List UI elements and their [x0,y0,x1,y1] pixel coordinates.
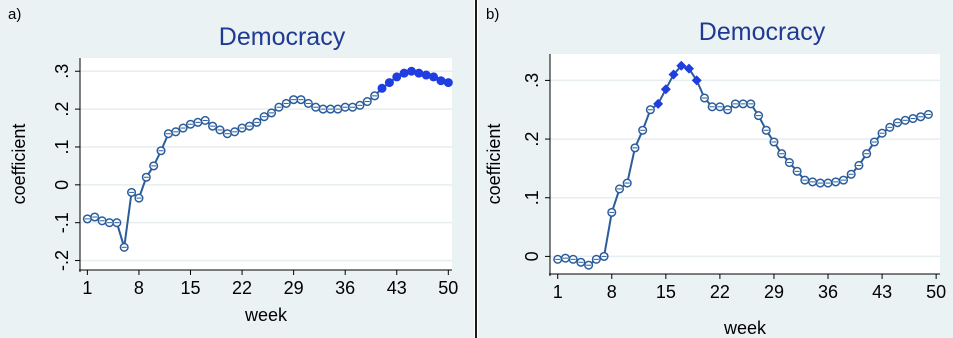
x-tick-label: 50 [438,278,458,298]
y-axis-title: coefficient [484,124,504,205]
highlighted-point [421,70,431,80]
y-tick-label: .3 [52,64,72,79]
x-tick-label: 22 [232,278,252,298]
y-tick-label: .2 [52,102,72,117]
y-tick-label: .3 [522,73,542,88]
plot-area [550,54,940,274]
panel-label-b: b) [486,6,500,23]
chart-panel-a: a) -.2 -.1 0 .1 .2 .3 1 8 15 22 29 36 43 50 week coeffi… [0,0,474,338]
y-tick-label: .2 [522,132,542,147]
democracy-chart-a: -.2 -.1 0 .1 .2 .3 1 8 15 22 29 36 43 50 week coefficie… [9,23,458,325]
x-tick-label: 8 [607,282,617,302]
y-tick-label: 0 [52,180,72,190]
y-axis-title: coefficient [9,124,29,205]
highlighted-point [436,76,446,86]
x-tick-label: 1 [82,278,92,298]
highlighted-point [429,72,439,82]
x-tick-label: 43 [387,278,407,298]
highlighted-point [668,69,679,80]
highlighted-point [684,63,695,74]
x-tick-label: 15 [656,282,676,302]
panel-divider [475,0,477,338]
plot-area [80,58,452,270]
democracy-chart-b: 0 .1 .2 .3 1 8 15 22 29 36 43 50 week coefficient Demo… [484,18,946,338]
highlighted-point [660,84,671,95]
x-tick-label: 29 [284,278,304,298]
highlighted-point [406,66,416,76]
y-tick-label: 0 [522,251,542,261]
x-tick-label: 36 [818,282,838,302]
highlighted-point [676,60,687,71]
x-tick-label: 8 [134,278,144,298]
panel-label-a: a) [8,6,22,23]
x-tick-label: 15 [180,278,200,298]
chart-panel-b: b) 0 .1 .2 .3 1 8 15 22 29 36 43 50 week coefficient D… [478,0,953,338]
x-axis-title: week [723,318,767,338]
y-tick-label: -.1 [52,212,72,233]
x-axis-title: week [244,305,288,325]
highlighted-point [384,78,394,88]
x-tick-label: 50 [926,282,946,302]
highlighted-point [443,78,453,88]
y-tick-label: .1 [522,190,542,205]
x-tick-label: 36 [335,278,355,298]
highlighted-point [414,68,424,78]
y-tick-label: .1 [52,139,72,154]
chart-title: Democracy [219,23,346,51]
highlighted-point [399,68,409,78]
x-tick-label: 43 [872,282,892,302]
chart-title: Democracy [699,18,826,46]
highlighted-point [377,83,387,93]
x-tick-label: 22 [710,282,730,302]
x-tick-label: 29 [764,282,784,302]
highlighted-point [392,72,402,82]
highlighted-point [653,98,664,109]
y-tick-label: -.2 [52,250,72,271]
highlighted-point [691,75,702,86]
x-tick-label: 1 [553,282,563,302]
